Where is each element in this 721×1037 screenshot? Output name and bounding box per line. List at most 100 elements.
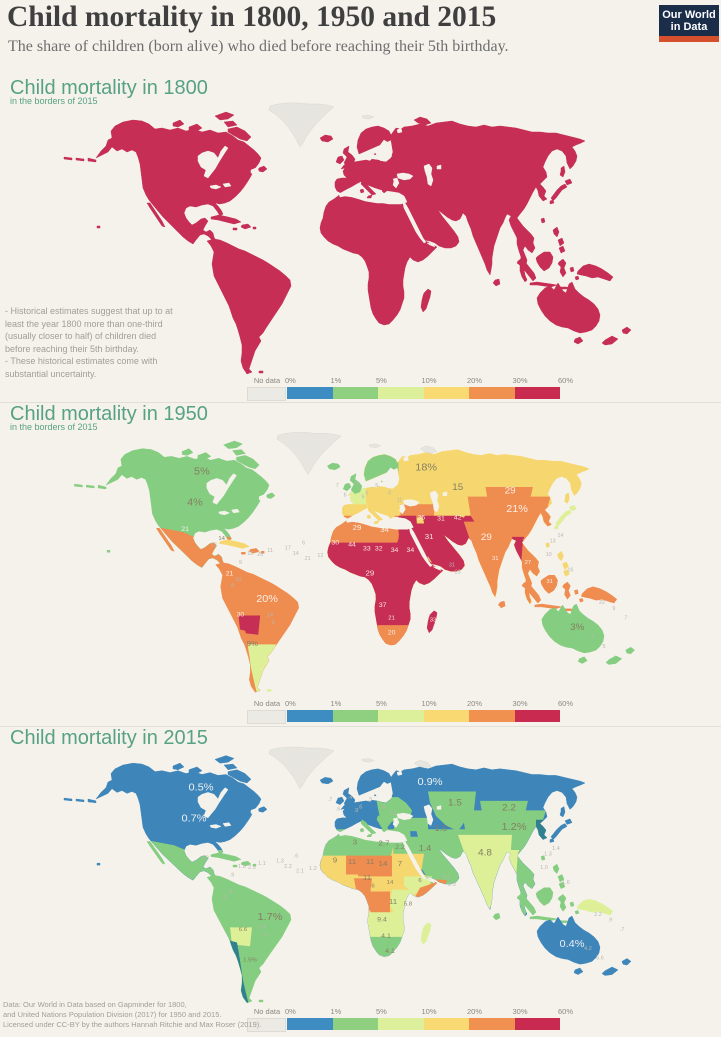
svg-text:6: 6 (365, 491, 368, 497)
svg-text:29: 29 (365, 568, 374, 577)
svg-text:8: 8 (231, 583, 234, 589)
svg-text:1.6: 1.6 (562, 880, 570, 886)
svg-text:.6: .6 (294, 854, 299, 860)
svg-text:1.8: 1.8 (238, 864, 246, 870)
svg-text:2.2: 2.2 (594, 912, 602, 918)
svg-text:2.2: 2.2 (284, 864, 292, 870)
svg-text:4.8: 4.8 (478, 848, 492, 859)
svg-text:23: 23 (455, 569, 461, 575)
svg-text:6.6: 6.6 (239, 927, 247, 933)
svg-text:31: 31 (492, 556, 499, 562)
svg-text:12: 12 (317, 553, 323, 559)
svg-text:1.4: 1.4 (419, 843, 432, 853)
svg-text:10: 10 (235, 577, 241, 583)
svg-text:33: 33 (430, 617, 437, 623)
svg-text:1.4: 1.4 (258, 924, 266, 930)
svg-text:1.1: 1.1 (258, 861, 266, 867)
svg-text:2.2: 2.2 (395, 844, 405, 851)
svg-text:29: 29 (481, 532, 492, 543)
svg-text:10: 10 (546, 552, 552, 558)
svg-text:0.7%: 0.7% (181, 813, 207, 825)
svg-text:14: 14 (293, 551, 299, 557)
svg-text:4.2: 4.2 (584, 946, 592, 952)
svg-text:.9: .9 (354, 808, 359, 814)
svg-text:4: 4 (591, 635, 594, 641)
svg-text:31: 31 (425, 532, 434, 541)
svg-text:31: 31 (449, 563, 455, 569)
svg-text:.7: .7 (328, 797, 333, 803)
svg-text:1.3: 1.3 (544, 852, 552, 858)
svg-text:.5: .5 (368, 797, 373, 803)
svg-text:5: 5 (602, 644, 605, 650)
svg-text:36: 36 (417, 515, 425, 522)
svg-text:1.5: 1.5 (435, 823, 448, 833)
svg-text:13: 13 (211, 543, 217, 549)
svg-text:18: 18 (247, 551, 253, 557)
svg-text:31: 31 (437, 516, 445, 523)
svg-text:29: 29 (353, 523, 362, 532)
svg-text:14: 14 (218, 536, 225, 542)
svg-text:7: 7 (398, 859, 402, 868)
svg-text:6: 6 (302, 541, 305, 547)
svg-text:21: 21 (305, 556, 311, 562)
svg-text:14: 14 (267, 613, 273, 619)
svg-text:1.2%: 1.2% (501, 821, 527, 833)
svg-text:14: 14 (558, 533, 564, 539)
svg-text:.8: .8 (381, 805, 386, 811)
svg-text:21: 21 (181, 526, 189, 533)
svg-text:1.0: 1.0 (540, 865, 548, 871)
svg-text:.3: .3 (263, 932, 268, 938)
svg-text:17: 17 (285, 545, 291, 551)
svg-text:11: 11 (348, 857, 356, 866)
svg-text:27: 27 (525, 560, 532, 566)
svg-text:4: 4 (355, 481, 358, 487)
svg-text:25: 25 (257, 552, 263, 558)
svg-text:3%: 3% (570, 622, 585, 633)
svg-text:2.7: 2.7 (378, 838, 389, 847)
svg-text:21%: 21% (506, 503, 528, 515)
svg-text:29: 29 (505, 486, 516, 497)
svg-text:0.9%: 0.9% (417, 776, 443, 788)
svg-text:4.1: 4.1 (381, 933, 391, 940)
svg-text:30: 30 (237, 612, 245, 619)
svg-text:34: 34 (391, 547, 399, 554)
svg-text:13: 13 (550, 539, 556, 545)
svg-text:2.1: 2.1 (296, 869, 304, 875)
svg-text:18%: 18% (415, 462, 437, 474)
svg-text:1.3: 1.3 (201, 856, 209, 862)
svg-text:20%: 20% (256, 593, 278, 605)
svg-text:44: 44 (348, 542, 356, 549)
svg-text:6: 6 (344, 493, 347, 499)
svg-text:21: 21 (226, 570, 234, 577)
svg-text:7: 7 (624, 615, 627, 621)
svg-text:9: 9 (239, 560, 242, 566)
svg-text:21: 21 (388, 615, 395, 621)
svg-text:.6: .6 (336, 806, 341, 812)
svg-text:.9: .9 (230, 873, 235, 879)
svg-text:11: 11 (397, 497, 403, 503)
svg-text:4.1: 4.1 (385, 948, 395, 955)
svg-text:1.7%: 1.7% (257, 911, 283, 923)
svg-text:14: 14 (387, 880, 394, 886)
svg-text:.9: .9 (222, 895, 227, 901)
svg-text:8: 8 (388, 491, 391, 497)
svg-text:5.8: 5.8 (404, 902, 412, 908)
svg-text:11: 11 (267, 548, 273, 554)
svg-text:9: 9 (612, 606, 615, 612)
svg-text:1.2: 1.2 (309, 866, 317, 872)
svg-text:20: 20 (388, 630, 396, 637)
svg-text:.9: .9 (608, 918, 613, 924)
svg-text:3: 3 (353, 838, 357, 847)
svg-text:5.6: 5.6 (596, 956, 604, 962)
svg-text:0.4%: 0.4% (559, 938, 585, 950)
svg-text:.4: .4 (348, 795, 353, 801)
svg-text:16: 16 (567, 567, 573, 573)
svg-text:11: 11 (389, 897, 397, 906)
svg-text:6: 6 (418, 878, 421, 884)
svg-text:11: 11 (363, 873, 371, 882)
svg-text:1.5: 1.5 (448, 798, 462, 809)
svg-text:9.4: 9.4 (377, 917, 387, 924)
svg-text:32: 32 (375, 545, 383, 552)
svg-text:1.1: 1.1 (389, 811, 397, 817)
svg-text:37: 37 (379, 602, 387, 609)
